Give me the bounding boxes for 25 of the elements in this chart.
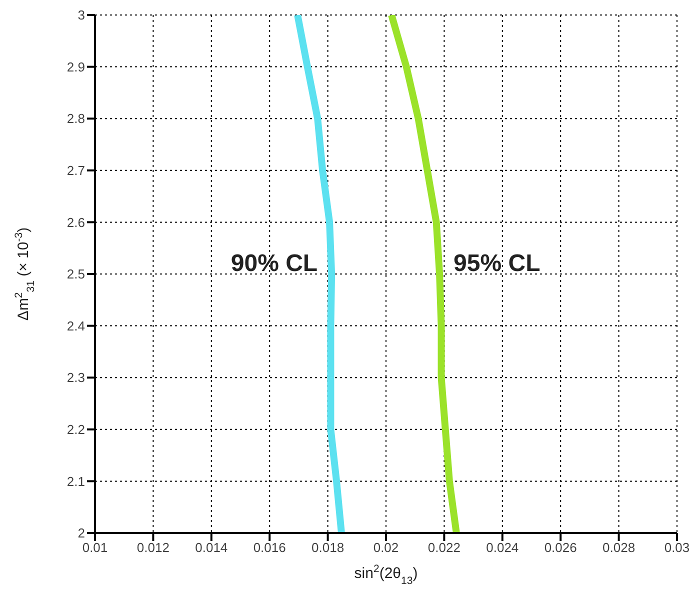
y-tick-label: 2.9 bbox=[66, 59, 85, 74]
x-tick-label: 0.018 bbox=[312, 540, 344, 556]
annotation: 95% CL bbox=[454, 248, 540, 279]
x-tick-label: 0.012 bbox=[136, 540, 170, 556]
y-tick-label: 2.3 bbox=[66, 370, 85, 386]
x-axis-title: sin$^{2}$(2θ$_{13}$) bbox=[354, 563, 418, 587]
y-tick-label: 2.4 bbox=[66, 318, 85, 334]
x-tick-label: 0.01 bbox=[82, 540, 108, 556]
x-tick-label: 0.016 bbox=[253, 540, 286, 556]
x-tick-label: 0.014 bbox=[195, 540, 228, 556]
y-tick-label: 2.7 bbox=[66, 163, 85, 178]
x-tick-label: 0.022 bbox=[428, 540, 460, 556]
x-tick-label: 0.026 bbox=[544, 540, 577, 556]
x-tick-label: 0.02 bbox=[373, 540, 399, 556]
y-tick-label: 2.8 bbox=[66, 111, 85, 126]
y-tick-label: 2.2 bbox=[66, 422, 85, 438]
y-tick-label: 3 bbox=[78, 8, 85, 23]
y-tick-label: 2 bbox=[78, 526, 85, 541]
x-tick-label: 0.03 bbox=[664, 540, 690, 556]
x-tick-label: 0.028 bbox=[602, 540, 636, 556]
y-tick-label: 2.5 bbox=[66, 266, 85, 282]
x-tick-label: 0.024 bbox=[486, 540, 519, 556]
y-tick-label: 2.1 bbox=[66, 474, 85, 489]
annotation: 90% CL bbox=[230, 248, 318, 279]
y-tick-label: 2.6 bbox=[66, 214, 85, 230]
